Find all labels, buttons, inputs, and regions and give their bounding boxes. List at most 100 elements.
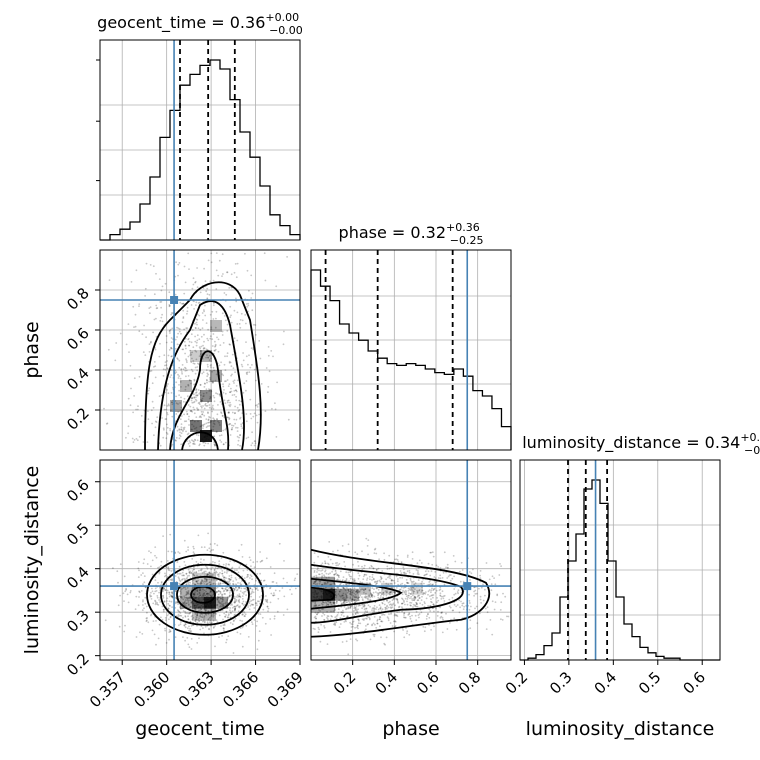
sample-point <box>345 608 347 611</box>
sample-point <box>221 587 223 589</box>
sample-point <box>368 582 371 585</box>
sample-point <box>323 619 326 622</box>
sample-point <box>427 562 430 565</box>
sample-point <box>393 597 396 600</box>
sample-point <box>373 611 376 614</box>
sample-point <box>423 574 426 577</box>
sample-point <box>235 589 238 592</box>
density-cell <box>180 380 192 392</box>
sample-point <box>180 423 183 425</box>
sample-point <box>238 601 241 604</box>
sample-point <box>238 606 241 609</box>
sample-point <box>448 605 451 607</box>
sample-point <box>181 596 183 598</box>
sample-point <box>205 608 208 611</box>
sample-point <box>321 602 323 605</box>
sample-point <box>201 580 203 582</box>
sample-point <box>353 578 356 581</box>
sample-point <box>230 387 232 390</box>
sample-point <box>202 344 204 347</box>
sample-point <box>334 562 337 564</box>
sample-point <box>159 601 162 603</box>
sample-point <box>353 600 356 602</box>
sample-point <box>428 624 430 626</box>
sample-point <box>170 578 173 581</box>
sample-point <box>230 612 232 615</box>
sample-point <box>198 403 201 406</box>
sample-point <box>239 444 242 447</box>
sample-point <box>263 586 265 589</box>
sample-point <box>196 394 199 397</box>
sample-point <box>207 328 210 331</box>
sample-point <box>182 429 184 431</box>
sample-point <box>363 567 365 570</box>
sample-point <box>226 569 228 572</box>
sample-point <box>159 301 162 303</box>
sample-point <box>428 589 431 591</box>
sample-point <box>351 598 354 601</box>
sample-point <box>507 615 510 618</box>
sample-point <box>221 414 224 417</box>
sample-point <box>372 567 375 570</box>
sample-point <box>215 288 218 290</box>
sample-point <box>363 589 365 592</box>
sample-point <box>200 608 203 611</box>
sample-point <box>317 604 320 607</box>
sample-point <box>154 365 157 368</box>
sample-point <box>192 573 195 575</box>
sample-point <box>253 368 256 371</box>
sample-point <box>104 619 107 622</box>
sample-point <box>203 632 205 635</box>
sample-point <box>334 569 337 571</box>
sample-point <box>193 378 196 381</box>
sample-point <box>201 399 203 402</box>
sample-point <box>187 597 190 599</box>
sample-point <box>199 609 201 611</box>
sample-point <box>413 590 416 593</box>
sample-point <box>241 613 244 616</box>
sample-point <box>203 310 206 313</box>
sample-point <box>350 593 353 596</box>
sample-point <box>178 394 181 396</box>
sample-point <box>424 592 427 595</box>
sample-point <box>260 594 263 597</box>
sample-point <box>264 598 267 601</box>
sample-point <box>333 601 336 603</box>
sample-point <box>214 612 217 615</box>
sample-point <box>212 404 214 407</box>
sample-point <box>358 596 360 599</box>
sample-point <box>229 622 232 624</box>
sample-point <box>264 410 267 412</box>
sample-point <box>167 566 170 569</box>
sample-point <box>224 615 226 618</box>
title-sup: +0.05 <box>740 431 760 444</box>
sample-point <box>134 325 137 328</box>
sample-point <box>171 596 174 599</box>
sample-point <box>180 332 182 335</box>
sample-point <box>323 601 325 604</box>
sample-point <box>323 575 326 578</box>
sample-point <box>138 591 141 594</box>
sample-point <box>183 265 186 268</box>
sample-point <box>159 320 162 322</box>
sample-point <box>236 594 239 597</box>
sample-point <box>382 591 385 594</box>
sample-point <box>217 583 220 586</box>
sample-point <box>235 300 238 303</box>
sample-point <box>354 580 356 582</box>
sample-point <box>204 578 206 581</box>
sample-point <box>394 625 397 627</box>
sample-point <box>446 563 449 566</box>
sample-point <box>482 583 484 586</box>
sample-point <box>142 562 145 565</box>
sample-point <box>349 575 351 578</box>
sample-point <box>434 592 437 594</box>
sample-point <box>169 578 172 581</box>
sample-point <box>321 608 323 611</box>
sample-point <box>184 604 186 606</box>
sample-point <box>241 556 244 558</box>
sample-point <box>499 609 502 611</box>
sample-point <box>335 615 338 617</box>
sample-point <box>261 559 264 562</box>
sample-point <box>363 603 365 606</box>
